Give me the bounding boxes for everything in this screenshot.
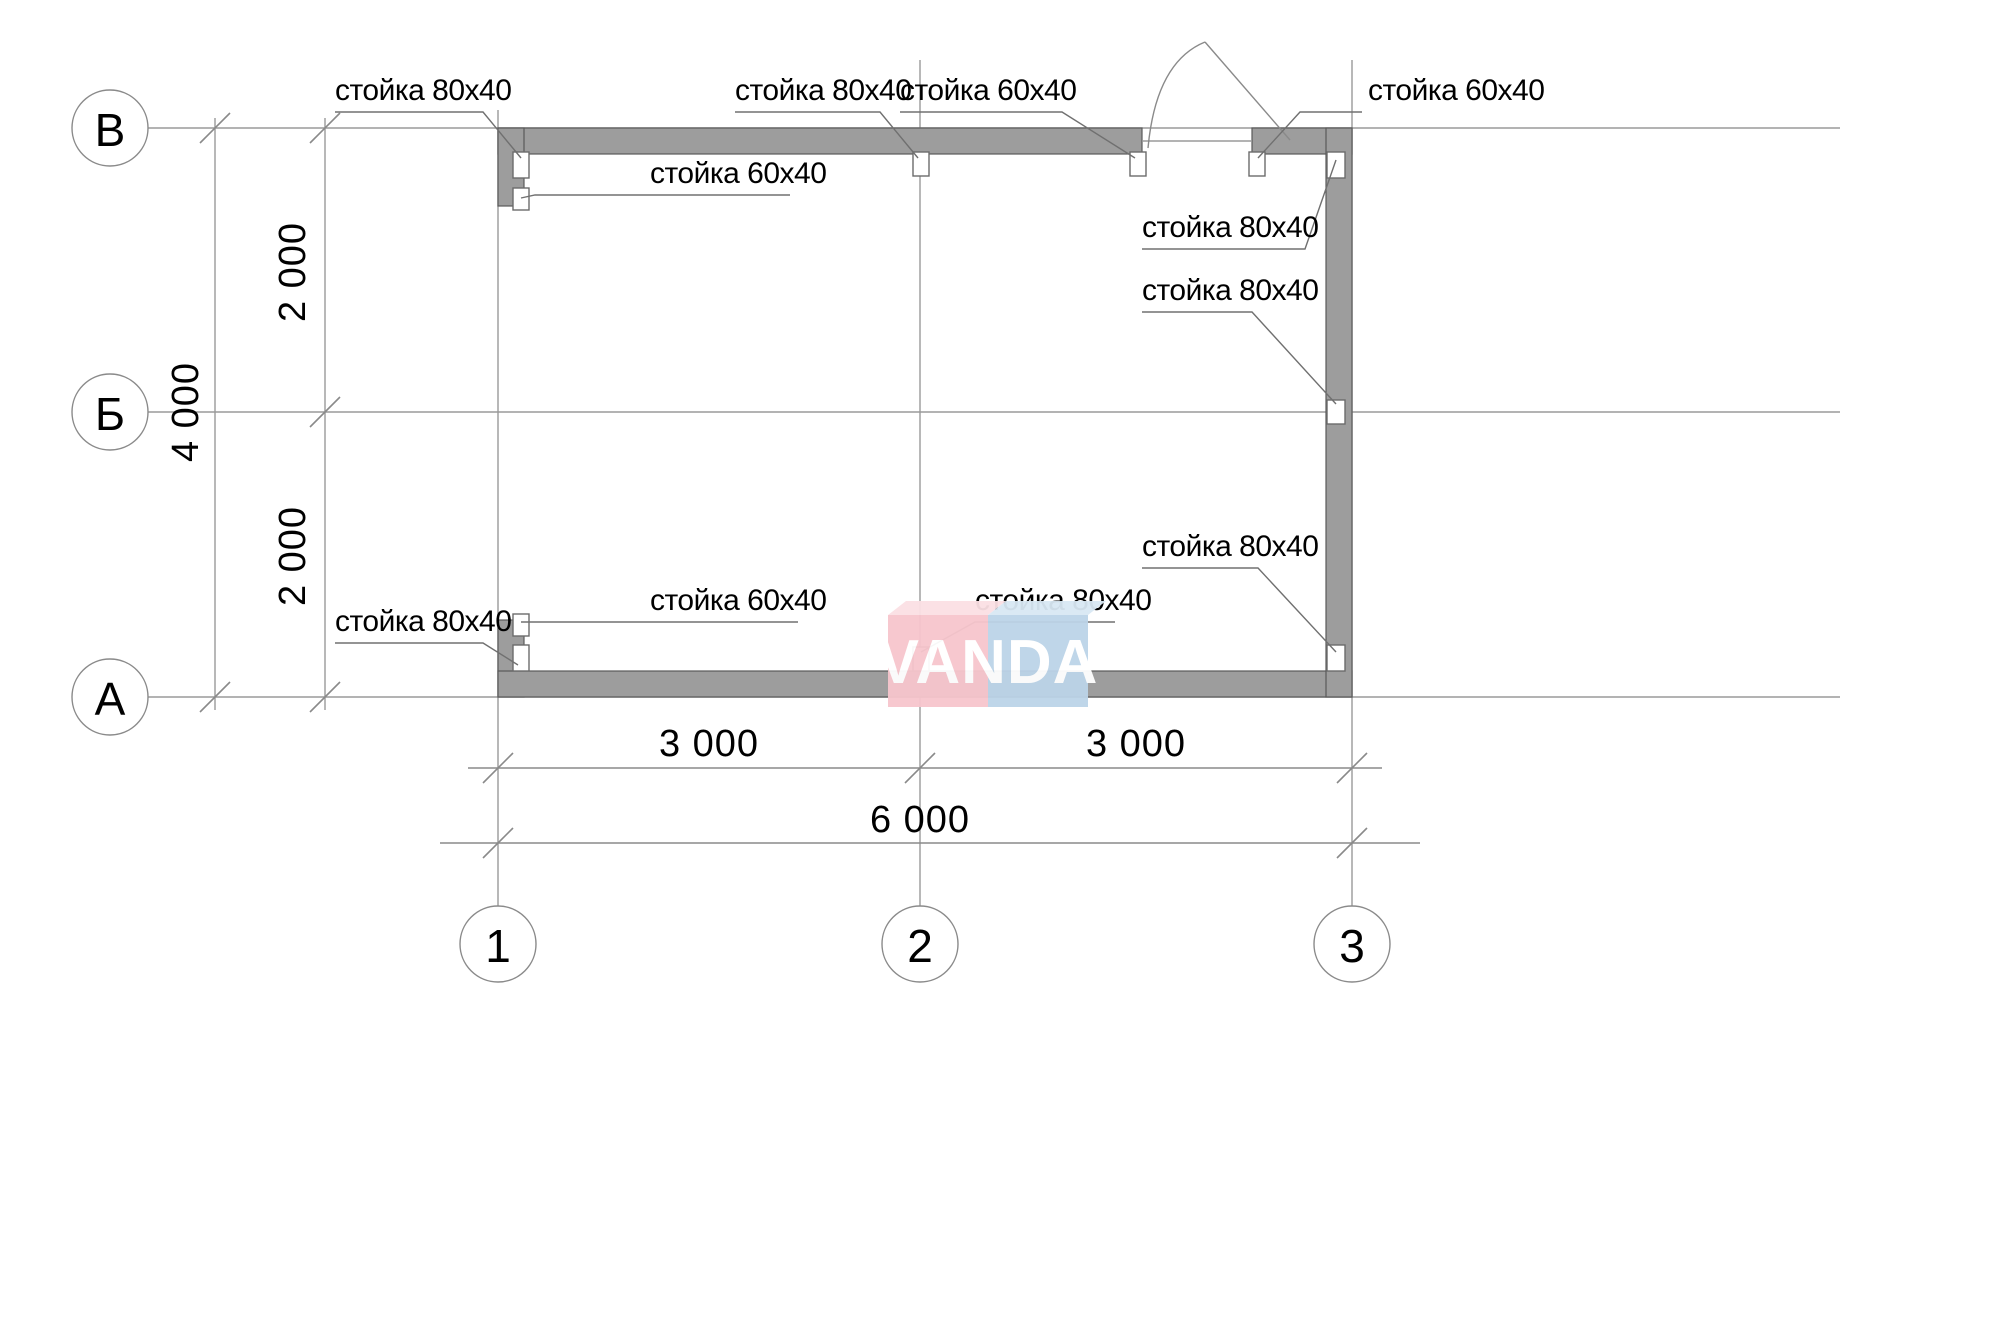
- grid-lines: [148, 60, 1840, 908]
- dim-horizontal-3000-right: 3 000: [1086, 723, 1186, 765]
- wall-top-left: [497, 127, 1143, 155]
- leader-lines: [335, 111, 1362, 666]
- dim-tick-h-1: [482, 752, 514, 784]
- annotations: стойка 80x40 стойка 60x40 стойка 80x40 с…: [335, 74, 1545, 638]
- annotation-n6: стойка 80x40: [1142, 211, 1318, 244]
- dim-vertical-2000-lower: 2 000: [272, 506, 314, 606]
- vertical-dimensions: 2 000 2 000 4 000: [165, 112, 341, 713]
- annotation-n10: стойка 60x40: [650, 584, 826, 617]
- grid-bubbles-numbers: 1 2 3: [459, 905, 1391, 983]
- grid-bubble-label-2: 2: [907, 920, 933, 972]
- grid-bubble-label-A: А: [95, 673, 126, 725]
- leader-n2: [520, 194, 790, 199]
- post-right-mid-80x40: [1326, 399, 1346, 425]
- leader-n5: [1257, 111, 1362, 159]
- leader-n1: [335, 111, 522, 159]
- watermark-pink-top: [888, 601, 1006, 615]
- post-left-lower-60x40: [512, 613, 530, 637]
- grid-bubble-1[interactable]: [459, 905, 537, 983]
- watermark-text: VANDA: [878, 628, 1099, 697]
- annotation-n11: стойка 80x40: [335, 605, 511, 638]
- annotation-n3: стойка 80x40: [735, 74, 911, 107]
- watermark-blue-top: [988, 601, 1106, 615]
- annotation-n4: стойка 60x40: [900, 74, 1076, 107]
- post-left-upper-60x40: [512, 187, 530, 211]
- grid-bubble-label-B: Б: [95, 388, 125, 440]
- grid-bubbles-letters: В Б А: [71, 89, 149, 736]
- leader-n8: [1142, 567, 1337, 653]
- grid-bubble-B[interactable]: [71, 373, 149, 451]
- grid-bubble-label-3: 3: [1339, 920, 1365, 972]
- post-top-mid-80x40: [912, 151, 930, 177]
- post-top-door-right-60x40: [1248, 151, 1266, 177]
- dim-tick-v-1: [309, 112, 341, 144]
- post-top-left-80x40: [512, 151, 530, 179]
- grid-bubble-3[interactable]: [1313, 905, 1391, 983]
- leader-n4: [900, 111, 1136, 159]
- dim-horizontal-3000-left: 3 000: [659, 723, 759, 765]
- door-leaf: [1204, 41, 1291, 141]
- dim-tick-ho-1: [482, 827, 514, 859]
- dim-tick-vo-1: [199, 112, 231, 144]
- grid-bubble-2[interactable]: [881, 905, 959, 983]
- dim-vertical-4000-total: 4 000: [165, 362, 207, 462]
- post-bottom-left-80x40: [512, 644, 530, 672]
- grid-bubble-V[interactable]: [71, 89, 149, 167]
- dim-tick-v-2: [309, 396, 341, 428]
- watermark: VANDA: [878, 601, 1106, 707]
- annotation-n5: стойка 60x40: [1368, 74, 1544, 107]
- watermark-blue-block: [988, 615, 1088, 707]
- door-swing-arc: [1147, 41, 1206, 149]
- dim-tick-h-3: [1336, 752, 1368, 784]
- horizontal-dimensions: 3 000 3 000 6 000: [440, 723, 1420, 859]
- annotation-n7: стойка 80x40: [1142, 274, 1318, 307]
- post-bottom-right-80x40: [1326, 644, 1346, 672]
- dim-tick-h-2: [904, 752, 936, 784]
- dim-horizontal-6000-total: 6 000: [870, 799, 970, 841]
- door-opening: [1142, 41, 1291, 149]
- leader-n3: [735, 111, 919, 159]
- dim-tick-ho-2: [1336, 827, 1368, 859]
- leader-n11: [335, 642, 519, 666]
- annotation-n8: стойка 80x40: [1142, 530, 1318, 563]
- watermark-pink-block: [888, 615, 988, 707]
- leader-n7: [1142, 311, 1337, 405]
- post-top-right-80x40: [1326, 151, 1346, 179]
- dim-tick-v-3: [309, 681, 341, 713]
- annotation-n2: стойка 60x40: [650, 157, 826, 190]
- annotation-n1: стойка 80x40: [335, 74, 511, 107]
- leader-n6: [1142, 159, 1337, 250]
- grid-bubble-label-V: В: [95, 104, 126, 156]
- dim-tick-vo-2: [199, 681, 231, 713]
- grid-bubble-A[interactable]: [71, 658, 149, 736]
- dim-vertical-2000-upper: 2 000: [272, 222, 314, 322]
- grid-bubble-label-1: 1: [485, 920, 511, 972]
